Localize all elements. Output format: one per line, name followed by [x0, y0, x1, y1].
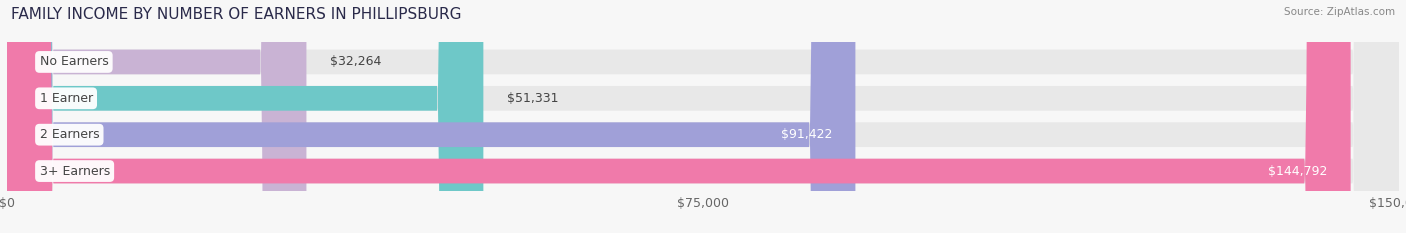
- Text: $91,422: $91,422: [780, 128, 832, 141]
- Text: $51,331: $51,331: [506, 92, 558, 105]
- FancyBboxPatch shape: [7, 0, 1399, 233]
- FancyBboxPatch shape: [7, 0, 307, 233]
- FancyBboxPatch shape: [7, 0, 1399, 233]
- FancyBboxPatch shape: [7, 0, 1399, 233]
- Text: No Earners: No Earners: [39, 55, 108, 69]
- FancyBboxPatch shape: [7, 0, 855, 233]
- FancyBboxPatch shape: [7, 0, 1351, 233]
- Text: 3+ Earners: 3+ Earners: [39, 164, 110, 178]
- Text: 2 Earners: 2 Earners: [39, 128, 100, 141]
- Text: Source: ZipAtlas.com: Source: ZipAtlas.com: [1284, 7, 1395, 17]
- Text: FAMILY INCOME BY NUMBER OF EARNERS IN PHILLIPSBURG: FAMILY INCOME BY NUMBER OF EARNERS IN PH…: [11, 7, 461, 22]
- Text: 1 Earner: 1 Earner: [39, 92, 93, 105]
- Text: $32,264: $32,264: [329, 55, 381, 69]
- FancyBboxPatch shape: [7, 0, 484, 233]
- FancyBboxPatch shape: [7, 0, 1399, 233]
- Text: $144,792: $144,792: [1268, 164, 1327, 178]
